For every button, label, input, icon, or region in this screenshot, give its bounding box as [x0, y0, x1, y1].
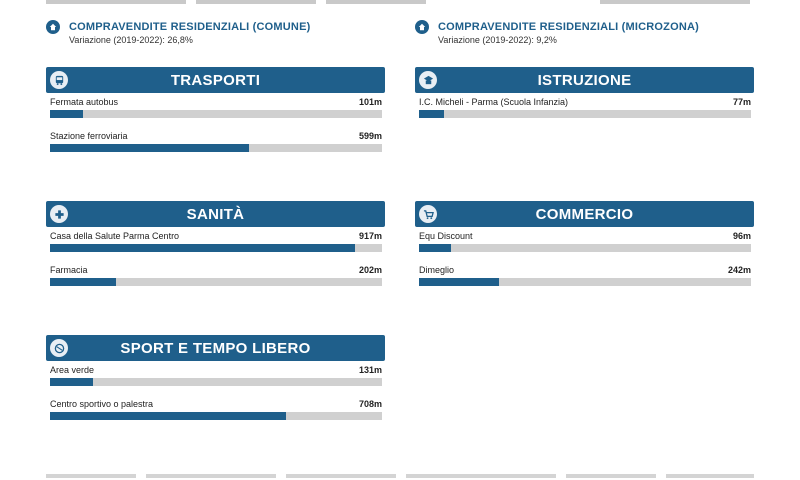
- card-sanita: SANITÀ Casa della Salute Parma Centro 91…: [46, 201, 385, 295]
- stat-title: COMPRAVENDITE RESIDENZIALI (MICROZONA): [438, 21, 700, 33]
- card-header: SANITÀ: [46, 201, 385, 227]
- poi-distance: 242m: [727, 265, 751, 275]
- card-title: TRASPORTI: [170, 71, 261, 89]
- card-header: COMMERCIO: [415, 201, 754, 227]
- stat-comune: COMPRAVENDITE RESIDENZIALI (COMUNE) Vari…: [46, 20, 310, 45]
- stat-title: COMPRAVENDITE RESIDENZIALI (COMUNE): [69, 21, 311, 33]
- distance-bar: [419, 278, 751, 286]
- list-item: Area verde 131m: [50, 361, 382, 395]
- distance-bar-fill: [50, 378, 94, 386]
- distance-bar: [419, 110, 751, 118]
- card-title: COMMERCIO: [535, 205, 634, 223]
- poi-distance: 599m: [358, 131, 382, 141]
- poi-name: Stazione ferroviaria: [50, 131, 128, 141]
- card-sport-tempo-libero: SPORT E TEMPO LIBERO Area verde 131m Cen…: [46, 335, 385, 429]
- distance-bar: [419, 244, 751, 252]
- distance-bar: [50, 412, 382, 420]
- home-icon: [415, 20, 429, 34]
- distance-bar-fill: [50, 412, 286, 420]
- distance-bar-fill: [419, 244, 451, 252]
- cropped-top-text: [0, 0, 800, 5]
- poi-name: I.C. Micheli - Parma (Scuola Infanzia): [419, 97, 569, 107]
- poi-distance: 202m: [358, 265, 382, 275]
- list-item: Fermata autobus 101m: [50, 93, 382, 127]
- card-header: ISTRUZIONE: [415, 67, 754, 93]
- poi-distance: 77m: [732, 97, 751, 107]
- poi-distance: 917m: [358, 231, 382, 241]
- poi-name: Fermata autobus: [50, 97, 119, 107]
- health-icon: [50, 205, 68, 223]
- distance-bar-fill: [419, 278, 499, 286]
- poi-name: Casa della Salute Parma Centro: [50, 231, 180, 241]
- distance-bar: [50, 278, 382, 286]
- card-trasporti: TRASPORTI Fermata autobus 101m Stazione …: [46, 67, 385, 161]
- poi-distance: 96m: [732, 231, 751, 241]
- card-title: SPORT E TEMPO LIBERO: [120, 339, 311, 357]
- distance-bar-fill: [50, 110, 84, 118]
- leisure-icon: [50, 339, 68, 357]
- list-item: Farmacia 202m: [50, 261, 382, 295]
- card-title: SANITÀ: [186, 205, 245, 223]
- distance-bar: [50, 144, 382, 152]
- school-icon: [419, 71, 437, 89]
- poi-name: Area verde: [50, 365, 95, 375]
- poi-name: Centro sportivo o palestra: [50, 399, 154, 409]
- stat-subtitle: Variazione (2019-2022): 9,2%: [438, 35, 557, 45]
- card-istruzione: ISTRUZIONE I.C. Micheli - Parma (Scuola …: [415, 67, 754, 127]
- distance-bar: [50, 378, 382, 386]
- list-item: Casa della Salute Parma Centro 917m: [50, 227, 382, 261]
- poi-name: Farmacia: [50, 265, 88, 275]
- poi-name: Dimeglio: [419, 265, 455, 275]
- stat-microzona: COMPRAVENDITE RESIDENZIALI (MICROZONA) V…: [415, 20, 699, 45]
- poi-distance: 101m: [358, 97, 382, 107]
- list-item: Stazione ferroviaria 599m: [50, 127, 382, 161]
- list-item: Equ Discount 96m: [419, 227, 751, 261]
- distance-bar-fill: [419, 110, 444, 118]
- distance-bar: [50, 110, 382, 118]
- distance-bar-fill: [50, 278, 117, 286]
- list-item: I.C. Micheli - Parma (Scuola Infanzia) 7…: [419, 93, 751, 127]
- poi-name: Equ Discount: [419, 231, 473, 241]
- cropped-bottom-text: [0, 474, 800, 480]
- poi-distance: 131m: [358, 365, 382, 375]
- stat-subtitle: Variazione (2019-2022): 26,8%: [69, 35, 193, 45]
- poi-distance: 708m: [358, 399, 382, 409]
- distance-bar-fill: [50, 244, 356, 252]
- card-header: TRASPORTI: [46, 67, 385, 93]
- list-item: Dimeglio 242m: [419, 261, 751, 295]
- card-commercio: COMMERCIO Equ Discount 96m Dimeglio 242m: [415, 201, 754, 295]
- list-item: Centro sportivo o palestra 708m: [50, 395, 382, 429]
- bus-icon: [50, 71, 68, 89]
- cart-icon: [419, 205, 437, 223]
- card-title: ISTRUZIONE: [537, 71, 632, 89]
- card-header: SPORT E TEMPO LIBERO: [46, 335, 385, 361]
- distance-bar: [50, 244, 382, 252]
- home-icon: [46, 20, 60, 34]
- distance-bar-fill: [50, 144, 250, 152]
